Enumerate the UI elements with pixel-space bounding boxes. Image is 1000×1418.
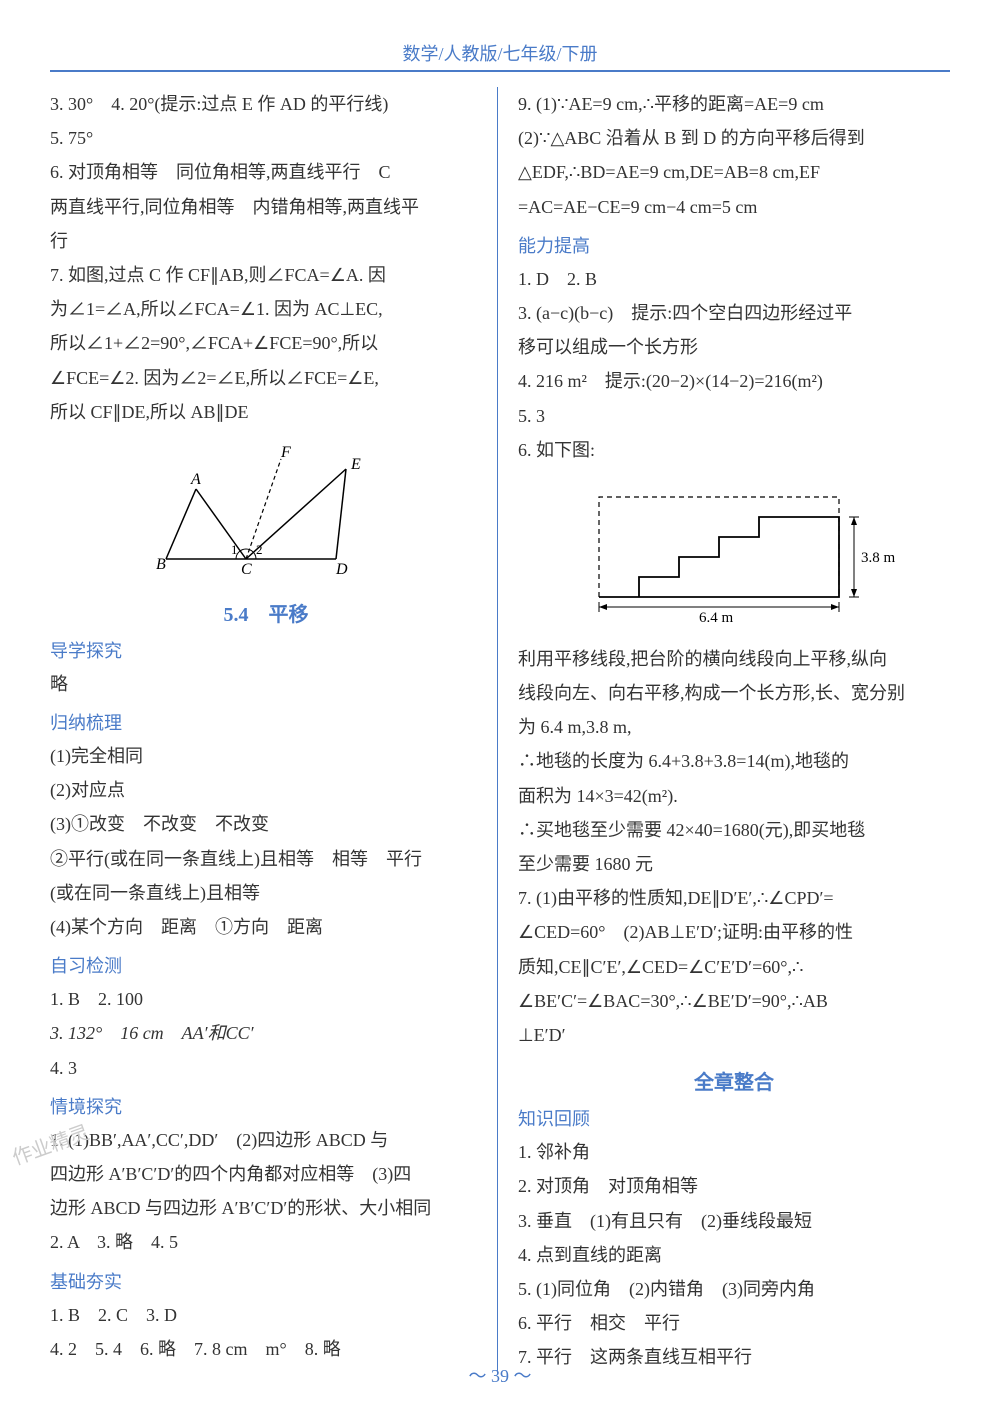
text-line: 6. 平行 相交 平行 [518, 1306, 950, 1340]
text-line: 2. A 3. 略 4. 5 [50, 1225, 482, 1259]
text-line: 4. 216 m² 提示:(20−2)×(14−2)=216(m²) [518, 364, 950, 398]
text-line: 移可以组成一个长方形 [518, 330, 950, 364]
sub-heading: 归纳梳理 [50, 709, 482, 735]
svg-text:6.4 m: 6.4 m [699, 610, 734, 626]
two-column-layout: 3. 30° 4. 20°(提示:过点 E 作 AD 的平行线) 5. 75° … [50, 87, 950, 1374]
text-line: 5. (1)同位角 (2)内错角 (3)同旁内角 [518, 1272, 950, 1306]
text-line: 6. 如下图: [518, 433, 950, 467]
text-line: 9. (1)∵AE=9 cm,∴平移的距离=AE=9 cm [518, 87, 950, 121]
text-line: 4. 2 5. 4 6. 略 7. 8 cm m° 8. 略 [50, 1332, 482, 1366]
text-line: 5. 3 [518, 399, 950, 433]
text-line: △EDF,∴BD=AE=9 cm,DE=AB=8 cm,EF [518, 155, 950, 189]
text-line: 2. 对顶角 对顶角相等 [518, 1169, 950, 1203]
text-line: ⊥E′D′ [518, 1018, 950, 1052]
sub-heading: 情境探究 [50, 1093, 482, 1119]
text-line: (4)某个方向 距离 ①方向 距离 [50, 910, 482, 944]
text-line: 所以∠1+∠2=90°,∠FCA+∠FCE=90°,所以 [50, 326, 482, 360]
text-line: =AC=AE−CE=9 cm−4 cm=5 cm [518, 190, 950, 224]
text-line: 5. 75° [50, 121, 482, 155]
text-line: 为∠1=∠A,所以∠FCA=∠1. 因为 AC⊥EC, [50, 292, 482, 326]
text-line: 质知,CE∥C′E′,∠CED=∠C′E′D′=60°,∴ [518, 950, 950, 984]
text-line: 7. 如图,过点 C 作 CF∥AB,则∠FCA=∠A. 因 [50, 258, 482, 292]
text-line: 6. 对顶角相等 同位角相等,两直线平行 C [50, 155, 482, 189]
text-line: ∴买地毯至少需要 42×40=1680(元),即买地毯 [518, 813, 950, 847]
text-line: 7. 平行 这两条直线互相平行 [518, 1340, 950, 1374]
text-line: ∠BE′C′=∠BAC=30°,∴∠BE′D′=90°,∴AB [518, 984, 950, 1018]
text-line: 面积为 14×3=42(m²). [518, 779, 950, 813]
text-line: 7. (1)由平移的性质知,DE∥D′E′,∴∠CPD′= [518, 881, 950, 915]
text-line: ②平行(或在同一条直线上)且相等 相等 平行 [50, 842, 482, 876]
svg-text:2: 2 [256, 542, 263, 557]
section-heading-qz: 全章整合 [518, 1066, 950, 1095]
text-line: 两直线平行,同位角相等 内错角相等,两直线平 [50, 190, 482, 224]
text-line: 3. (a−c)(b−c) 提示:四个空白四边形经过平 [518, 296, 950, 330]
geometry-diagram-1: A B C D E F 1 2 [50, 439, 482, 584]
text-line: 行 [50, 224, 482, 258]
svg-text:D: D [335, 561, 348, 578]
text-line: 1. (1)BB′,AA′,CC′,DD′ (2)四边形 ABCD 与 [50, 1123, 482, 1157]
text-line: (或在同一条直线上)且相等 [50, 876, 482, 910]
text-line: (2)∵△ABC 沿着从 B 到 D 的方向平移后得到 [518, 121, 950, 155]
sub-heading: 知识回顾 [518, 1105, 950, 1131]
sub-heading: 自习检测 [50, 952, 482, 978]
text-line: (1)完全相同 [50, 739, 482, 773]
text-line: 3. 30° 4. 20°(提示:过点 E 作 AD 的平行线) [50, 87, 482, 121]
sub-heading: 能力提高 [518, 232, 950, 258]
text-line: 至少需要 1680 元 [518, 847, 950, 881]
text-line: (3)①改变 不改变 不改变 [50, 807, 482, 841]
svg-text:B: B [156, 556, 166, 573]
left-column: 3. 30° 4. 20°(提示:过点 E 作 AD 的平行线) 5. 75° … [50, 87, 498, 1374]
text-line: 边形 ABCD 与四边形 A′B′C′D′的形状、大小相同 [50, 1191, 482, 1225]
svg-text:F: F [280, 444, 291, 461]
text-line: 1. B 2. C 3. D [50, 1298, 482, 1332]
sub-heading: 基础夯实 [50, 1268, 482, 1294]
right-column: 9. (1)∵AE=9 cm,∴平移的距离=AE=9 cm (2)∵△ABC 沿… [518, 87, 950, 1374]
text-line: ∠CED=60° (2)AB⊥E′D′;证明:由平移的性 [518, 915, 950, 949]
text-line: 1. B 2. 100 [50, 982, 482, 1016]
page-number: ～ 39 ～ [469, 1362, 532, 1388]
svg-text:A: A [190, 471, 201, 488]
svg-text:C: C [241, 561, 252, 578]
sub-heading: 导学探究 [50, 637, 482, 663]
page-header: 数学/人教版/七年级/下册 [50, 40, 950, 72]
text-line: 1. D 2. B [518, 262, 950, 296]
text-line: (2)对应点 [50, 773, 482, 807]
text-line: 略 [50, 667, 482, 701]
text-line: 4. 点到直线的距离 [518, 1238, 950, 1272]
text-line: ∠FCE=∠2. 因为∠2=∠E,所以∠FCE=∠E, [50, 361, 482, 395]
text-line: 3. 132° 16 cm AA′和CC′ [50, 1016, 482, 1050]
text-line: 4. 3 [50, 1051, 482, 1085]
text-line: 四边形 A′B′C′D′的四个内角都对应相等 (3)四 [50, 1157, 482, 1191]
text-line: 3. 垂直 (1)有且只有 (2)垂线段最短 [518, 1204, 950, 1238]
svg-text:E: E [350, 456, 361, 473]
text-line: 为 6.4 m,3.8 m, [518, 710, 950, 744]
text-line: ∴地毯的长度为 6.4+3.8+3.8=14(m),地毯的 [518, 744, 950, 778]
text-line: 线段向左、向右平移,构成一个长方形,长、宽分别 [518, 676, 950, 710]
section-heading-54: 5.4 平移 [50, 598, 482, 627]
text-line: 利用平移线段,把台阶的横向线段向上平移,纵向 [518, 642, 950, 676]
svg-text:3.8 m: 3.8 m [861, 550, 896, 566]
stair-diagram: 6.4 m 3.8 m [518, 477, 950, 632]
text-line: 所以 CF∥DE,所以 AB∥DE [50, 395, 482, 429]
text-line: 1. 邻补角 [518, 1135, 950, 1169]
